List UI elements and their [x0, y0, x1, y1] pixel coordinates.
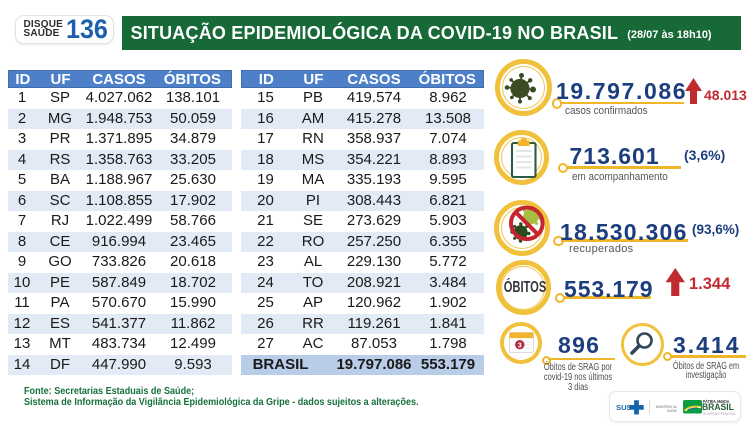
svg-text:3: 3 — [518, 340, 522, 349]
